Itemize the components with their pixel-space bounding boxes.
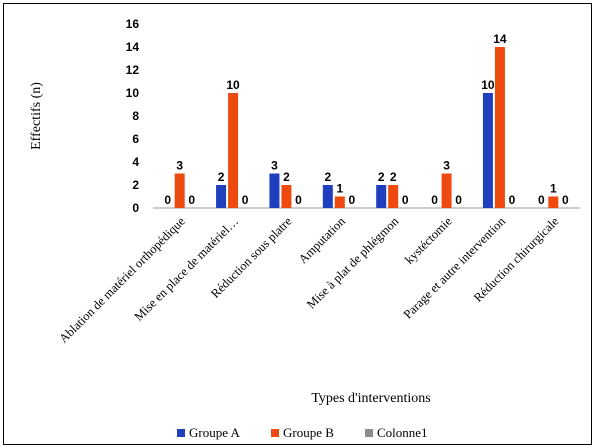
data-label: 3 [271, 159, 278, 173]
bar-groupe-b [281, 185, 292, 208]
y-axis-title: Effectifs (n) [29, 82, 44, 150]
data-label: 14 [493, 32, 507, 46]
bars [174, 47, 559, 208]
data-label: 0 [455, 193, 462, 207]
data-label: 3 [176, 159, 183, 173]
data-label: 2 [324, 170, 331, 184]
category-label: Amputation [296, 214, 349, 267]
data-label: 0 [431, 193, 438, 207]
y-tick-label: 4 [132, 155, 139, 169]
data-label: 10 [481, 78, 495, 92]
data-label: 0 [509, 193, 516, 207]
bar-groupe-a [269, 173, 280, 208]
category-label: Mise en place de matériel… [132, 214, 242, 324]
bar-groupe-a [482, 93, 493, 208]
legend-swatch-groupe-b [271, 429, 279, 437]
category-label: Mise à plat de phlégmon [304, 214, 402, 312]
bar-groupe-a [216, 185, 227, 208]
bar-groupe-b [388, 185, 399, 208]
y-tick-label: 0 [132, 201, 139, 215]
y-tick-label: 14 [126, 40, 140, 54]
data-label: 0 [164, 193, 171, 207]
data-label: 2 [283, 170, 290, 184]
data-label: 1 [336, 182, 343, 196]
legend: Groupe A Groupe B Colonne1 [177, 425, 428, 440]
data-label: 0 [562, 193, 569, 207]
y-axis-ticks: 0 2 4 6 8 10 12 14 16 [126, 17, 140, 215]
data-label: 10 [226, 78, 240, 92]
bar-groupe-b [174, 173, 185, 208]
legend-label-groupe-a: Groupe A [189, 425, 241, 440]
y-tick-label: 8 [132, 109, 139, 123]
legend-label-colonne1: Colonne1 [377, 425, 428, 440]
x-axis-title: Types d'interventions [311, 391, 430, 406]
data-label: 0 [538, 193, 545, 207]
bar-groupe-b [494, 47, 505, 208]
y-tick-label: 6 [132, 132, 139, 146]
bar-groupe-b [548, 196, 559, 208]
data-label: 0 [295, 193, 302, 207]
chart-frame [3, 3, 592, 445]
y-tick-label: 12 [126, 63, 140, 77]
category-label: Parage et autre intervention [401, 214, 509, 322]
data-label: 1 [550, 182, 557, 196]
data-label: 0 [242, 193, 249, 207]
data-label: 0 [402, 193, 409, 207]
y-tick-label: 10 [126, 86, 140, 100]
data-label: 3 [443, 159, 450, 173]
bar-groupe-a [322, 185, 333, 208]
bar-groupe-b [334, 196, 345, 208]
category-label: kystéctomie [402, 214, 455, 267]
data-label: 2 [390, 170, 397, 184]
legend-label-groupe-b: Groupe B [283, 425, 334, 440]
bar-groupe-a [376, 185, 387, 208]
bar-groupe-b [441, 173, 452, 208]
y-tick-label: 2 [132, 178, 139, 192]
y-tick-label: 16 [126, 17, 140, 31]
data-label: 0 [348, 193, 355, 207]
data-label: 0 [188, 193, 195, 207]
data-label: 2 [218, 170, 225, 184]
bar-groupe-b [228, 93, 239, 208]
data-label: 2 [378, 170, 385, 184]
legend-swatch-colonne1 [365, 429, 373, 437]
legend-swatch-groupe-a [177, 429, 185, 437]
